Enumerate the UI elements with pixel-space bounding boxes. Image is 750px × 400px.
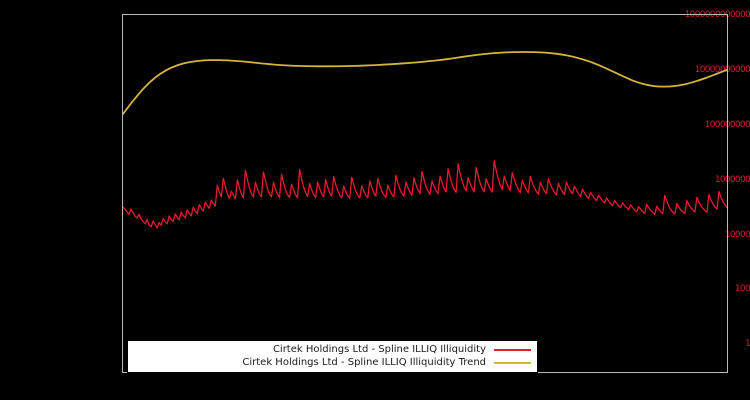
y-tick-label: 10000000000 [694,65,750,75]
legend-label: Cirtek Holdings Ltd - Spline ILLIQ Illiq… [272,344,486,355]
series-line-trend [123,51,727,115]
series-line-illiquidity [123,159,727,229]
y-tick-label: 10000 [724,230,750,240]
y-tick-label: 1 [744,339,750,349]
legend-entry-trend: Cirtek Holdings Ltd - Spline ILLIQ Illiq… [128,356,537,369]
legend-label: Cirtek Holdings Ltd - Spline ILLIQ Illiq… [242,357,486,368]
legend-color-swatch [494,348,531,351]
plot-area [122,14,728,373]
y-tick-label: 1000000000000 [684,10,750,20]
legend-color-swatch [494,361,531,364]
legend-entry-illiquidity: Cirtek Holdings Ltd - Spline ILLIQ Illiq… [128,343,537,356]
y-tick-label: 100 [734,284,750,294]
y-tick-label: 1000000 [714,175,750,185]
chart-legend: Cirtek Holdings Ltd - Spline ILLIQ Illiq… [127,340,538,373]
plot-svg [123,51,727,229]
